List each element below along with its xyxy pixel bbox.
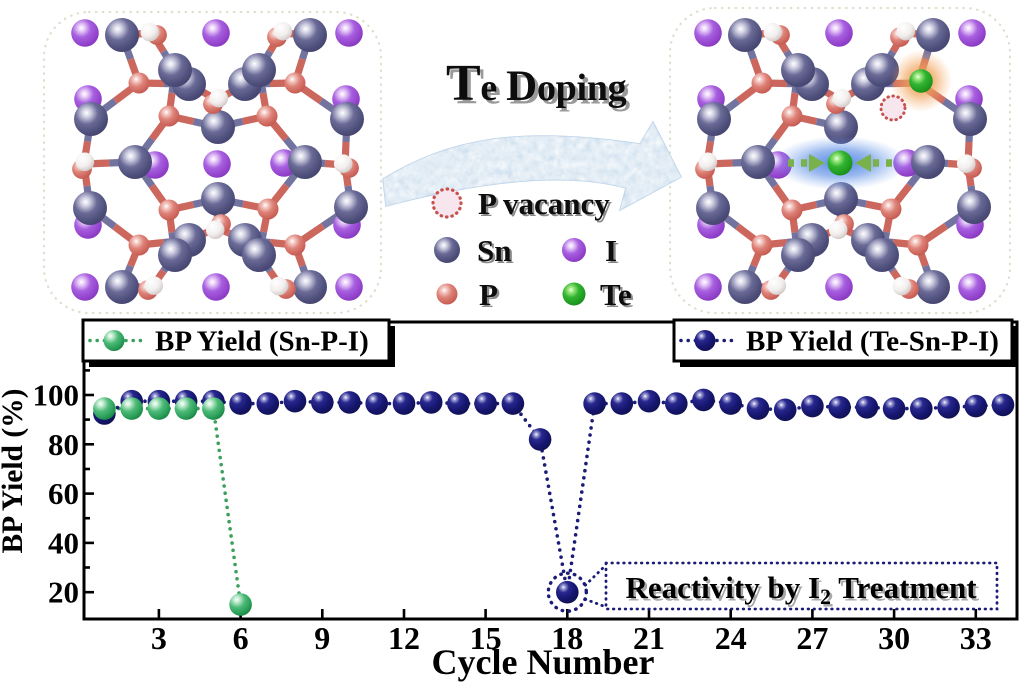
svg-text:P: P: [479, 277, 498, 312]
svg-text:100: 100: [33, 378, 80, 413]
svg-text:BP Yield (Te-Sn-P-I): BP Yield (Te-Sn-P-I): [746, 326, 999, 358]
svg-text:40: 40: [48, 525, 79, 560]
svg-text:Te: Te: [602, 279, 634, 314]
svg-text:P vacancy: P vacancy: [478, 186, 610, 221]
svg-text:I: I: [605, 233, 617, 268]
svg-text:30: 30: [878, 620, 910, 656]
svg-text:20: 20: [48, 575, 79, 610]
svg-text:I: I: [607, 235, 619, 270]
svg-text:Te Doping: Te Doping: [450, 59, 631, 116]
svg-text:Reactivity by I2 Treatment: Reactivity by I2 Treatment: [625, 570, 977, 609]
svg-text:Reactivity by I2 Treatment: Reactivity by I2 Treatment: [628, 573, 980, 612]
svg-text:Sn: Sn: [477, 233, 511, 268]
svg-text:9: 9: [314, 620, 330, 656]
svg-text:27: 27: [796, 620, 828, 656]
svg-text:15: 15: [470, 620, 502, 656]
svg-text:BP Yield (%): BP Yield (%): [0, 389, 29, 554]
svg-text:3: 3: [151, 620, 167, 656]
svg-text:Cycle Number: Cycle Number: [432, 642, 655, 682]
svg-text:6: 6: [233, 620, 249, 656]
svg-text:Sn: Sn: [479, 235, 513, 270]
svg-text:80: 80: [48, 427, 79, 462]
svg-text:60: 60: [48, 476, 79, 511]
svg-text:24: 24: [715, 620, 747, 656]
svg-text:BP Yield (Sn-P-I): BP Yield (Sn-P-I): [155, 326, 369, 358]
svg-text:33: 33: [960, 620, 992, 656]
svg-text:P vacancy: P vacancy: [480, 188, 612, 223]
svg-text:21: 21: [633, 620, 665, 656]
svg-text:12: 12: [388, 620, 420, 656]
svg-text:18: 18: [551, 620, 583, 656]
svg-text:P: P: [481, 279, 500, 314]
svg-text:Te: Te: [600, 277, 632, 312]
